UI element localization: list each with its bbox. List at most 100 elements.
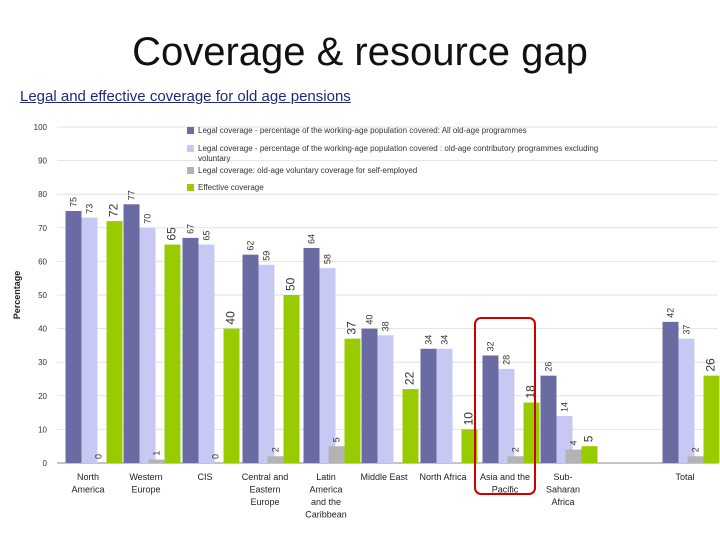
- bar: [703, 375, 720, 463]
- bar-value-label: 14: [560, 402, 570, 412]
- y-tick-label: 70: [38, 224, 47, 233]
- bar: [81, 217, 98, 463]
- bar-value-label: 5: [582, 435, 596, 442]
- bar: [198, 244, 215, 463]
- bar: [328, 446, 345, 463]
- x-tick-label: Western: [129, 472, 162, 482]
- bar-value-label: 26: [704, 358, 718, 372]
- bar: [258, 264, 275, 463]
- x-tick-label: Caribbean: [305, 510, 347, 520]
- bar-value-label: 42: [666, 308, 676, 318]
- bar-value-label: 72: [107, 203, 121, 217]
- bar: [319, 268, 336, 463]
- legend-label: Legal coverage - percentage of the worki…: [198, 144, 598, 153]
- bar: [344, 338, 361, 463]
- bar: [303, 247, 320, 463]
- x-tick-label: Eastern: [249, 485, 280, 495]
- x-tick-label: Pacific: [492, 485, 519, 495]
- bar-value-label: 26: [544, 362, 554, 372]
- legend-label: Legal coverage - percentage of the worki…: [198, 126, 527, 135]
- bar: [565, 449, 582, 463]
- legend-swatch: [187, 145, 194, 152]
- bar: [139, 227, 156, 463]
- bar-value-label: 1: [152, 451, 162, 456]
- chart-subtitle: Legal and effective coverage for old age…: [20, 88, 351, 105]
- y-tick-label: 60: [38, 257, 47, 266]
- bar-value-label: 32: [486, 341, 496, 351]
- y-tick-label: 30: [38, 358, 47, 367]
- bar-value-label: 64: [307, 234, 317, 244]
- bar-value-label: 73: [85, 204, 95, 214]
- x-tick-label: Sub-: [553, 472, 572, 482]
- bar-value-label: 65: [202, 231, 212, 241]
- x-tick-label: North: [77, 472, 99, 482]
- bar-value-label: 38: [381, 321, 391, 331]
- y-tick-label: 10: [38, 425, 47, 434]
- highlight-box: [474, 317, 536, 495]
- y-tick-label: 40: [38, 325, 47, 334]
- bar-value-label: 70: [143, 214, 153, 224]
- bar-value-label: 10: [462, 412, 476, 426]
- y-tick-label: 90: [38, 157, 47, 166]
- bar-value-label: 2: [691, 447, 701, 452]
- bar: [662, 321, 679, 463]
- bar: [498, 368, 515, 463]
- bar: [402, 389, 419, 463]
- bar-value-label: 22: [403, 371, 417, 385]
- bar-value-label: 37: [682, 325, 692, 335]
- x-tick-label: Central and: [242, 472, 289, 482]
- bar: [283, 295, 300, 463]
- bar: [436, 348, 453, 463]
- bar: [182, 237, 199, 463]
- bar: [148, 459, 165, 463]
- bar: [267, 456, 284, 463]
- x-tick-label: Middle East: [360, 472, 408, 482]
- y-tick-label: 50: [38, 291, 47, 300]
- bar: [420, 348, 437, 463]
- legend-label: Legal coverage: old-age voluntary covera…: [198, 166, 417, 175]
- x-tick-label: CIS: [197, 472, 212, 482]
- x-tick-label: and the: [311, 497, 341, 507]
- x-tick-label: Total: [675, 472, 694, 482]
- y-tick-label: 20: [38, 392, 47, 401]
- legend-swatch: [187, 127, 194, 134]
- bar-value-label: 37: [345, 321, 359, 335]
- bar-value-label: 4: [569, 441, 579, 446]
- legend-swatch: [187, 184, 194, 191]
- bar: [581, 446, 598, 463]
- bar-value-label: 2: [511, 447, 521, 452]
- bar: [507, 456, 524, 463]
- bar: [523, 402, 540, 463]
- bar: [242, 254, 259, 463]
- bar: [377, 335, 394, 463]
- bar-value-label: 40: [224, 311, 238, 325]
- bar: [223, 328, 240, 463]
- bar: [482, 355, 499, 463]
- bar-value-label: 59: [262, 251, 272, 261]
- legend-label: Effective coverage: [198, 183, 264, 192]
- bar-value-label: 75: [69, 197, 79, 207]
- bar: [678, 338, 695, 463]
- bar: [65, 211, 82, 463]
- x-tick-label: Latin: [316, 472, 336, 482]
- x-tick-label: Saharan: [546, 485, 580, 495]
- bar-value-label: 0: [211, 454, 221, 459]
- bar: [164, 244, 181, 463]
- bar-value-label: 5: [332, 437, 342, 442]
- bar-value-label: 0: [94, 454, 104, 459]
- bar: [106, 221, 123, 463]
- x-tick-label: Europe: [250, 497, 279, 507]
- x-tick-label: Europe: [131, 485, 160, 495]
- bar: [123, 204, 140, 463]
- legend-label: voluntary: [198, 154, 230, 163]
- y-axis-title: Percentage: [12, 271, 22, 320]
- bar-value-label: 34: [424, 335, 434, 345]
- bar-value-label: 40: [365, 315, 375, 325]
- y-tick-label: 80: [38, 190, 47, 199]
- bar-value-label: 2: [271, 447, 281, 452]
- bar-value-label: 28: [502, 355, 512, 365]
- bar-value-label: 58: [323, 254, 333, 264]
- x-tick-label: America: [309, 485, 342, 495]
- x-tick-label: Africa: [551, 497, 574, 507]
